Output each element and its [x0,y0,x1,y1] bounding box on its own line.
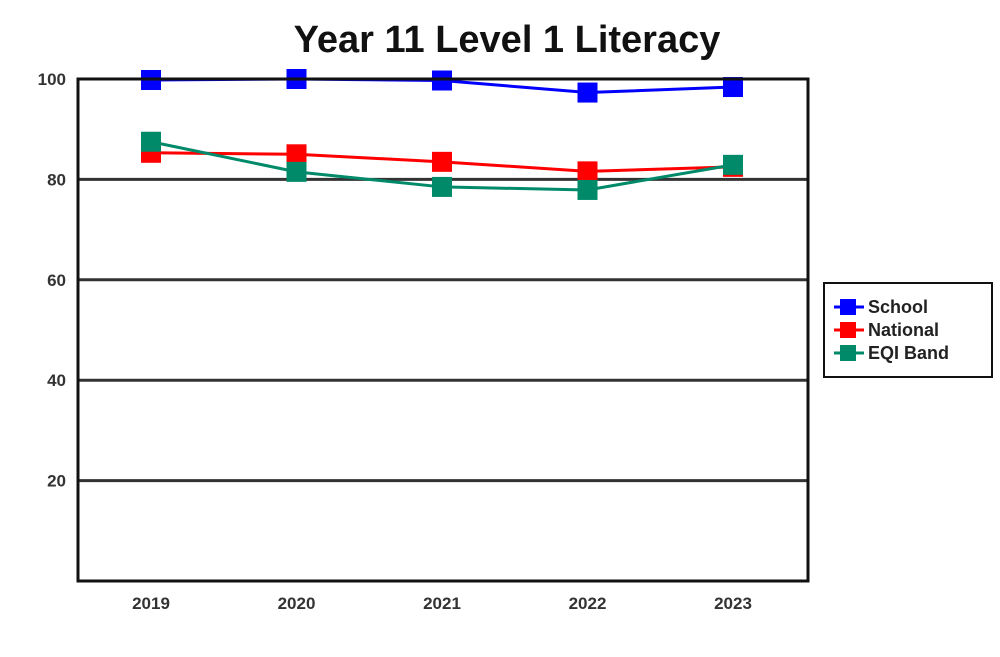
legend-marker-swatch [840,299,856,315]
chart-title: Year 11 Level 1 Literacy [294,19,721,61]
data-point-marker [723,154,743,175]
data-point-marker [286,144,307,165]
y-tick-label: 80 [47,170,66,189]
data-point-marker [286,161,307,182]
legend-item: School [834,297,928,317]
data-point-marker [141,131,161,152]
plot-area: 20 40 60 80 100 2019 2020 2021 2022 2023 [38,69,810,613]
data-point-marker [432,151,452,172]
data-point-marker [577,179,598,200]
plot-frame [76,77,810,583]
legend-item: National [834,320,939,340]
x-tick-label: 2021 [423,594,461,613]
data-point-marker [577,161,598,182]
data-point-marker [432,70,452,91]
x-tick-label: 2020 [278,594,316,613]
data-point-marker [723,77,743,98]
series-eqi-band [141,131,743,200]
y-tick-label: 40 [47,371,66,390]
x-tick-label: 2023 [714,594,752,613]
legend-label: EQI Band [868,343,949,363]
x-tick-label: 2019 [132,594,170,613]
data-point-marker [577,82,598,103]
legend-marker-swatch [840,322,856,338]
legend: School National EQI Band [823,282,993,378]
y-tick-label: 20 [47,472,66,491]
legend-item: EQI Band [834,343,949,363]
legend-label: School [868,297,928,317]
y-tick-label: 60 [47,271,66,290]
data-point-marker [432,176,452,197]
x-tick-label: 2022 [569,594,607,613]
legend-marker-swatch [840,345,856,361]
y-tick-label: 100 [38,70,66,89]
series-school [141,69,743,103]
legend-label: National [868,320,939,340]
